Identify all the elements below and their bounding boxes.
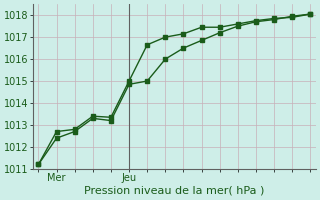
X-axis label: Pression niveau de la mer( hPa ): Pression niveau de la mer( hPa ): [84, 186, 265, 196]
